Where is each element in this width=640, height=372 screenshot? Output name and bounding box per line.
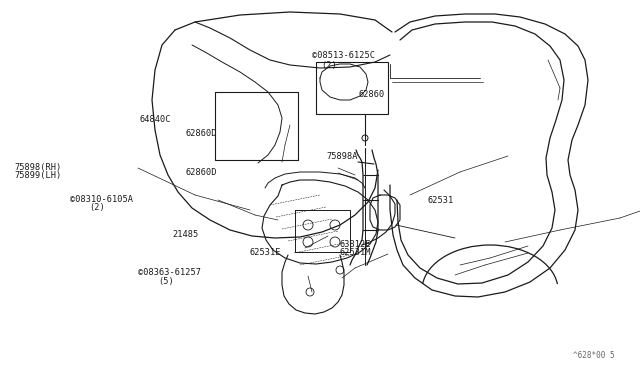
Text: (5): (5) (159, 277, 175, 286)
Text: ©08513-6125C: ©08513-6125C (312, 51, 375, 60)
Text: 75898(RH): 75898(RH) (14, 163, 61, 172)
Text: 62860D: 62860D (186, 129, 217, 138)
Text: 62860: 62860 (358, 90, 385, 99)
Text: ^628*00 5: ^628*00 5 (573, 351, 614, 360)
Text: (2): (2) (321, 61, 337, 70)
Text: 62531M: 62531M (339, 248, 371, 257)
Text: 62531: 62531 (428, 196, 454, 205)
Text: ©08363-61257: ©08363-61257 (138, 268, 200, 277)
Text: 75898A: 75898A (326, 152, 358, 161)
Text: 63812E: 63812E (339, 240, 371, 249)
Text: 75899(LH): 75899(LH) (14, 171, 61, 180)
Text: 62531E: 62531E (250, 248, 281, 257)
Text: (2): (2) (90, 203, 106, 212)
Text: 62860D: 62860D (186, 169, 217, 177)
Bar (316, 62, 388, 114)
Text: ©08310-6105A: ©08310-6105A (70, 195, 133, 203)
Text: 64840C: 64840C (140, 115, 171, 124)
Text: 21485: 21485 (173, 230, 199, 239)
